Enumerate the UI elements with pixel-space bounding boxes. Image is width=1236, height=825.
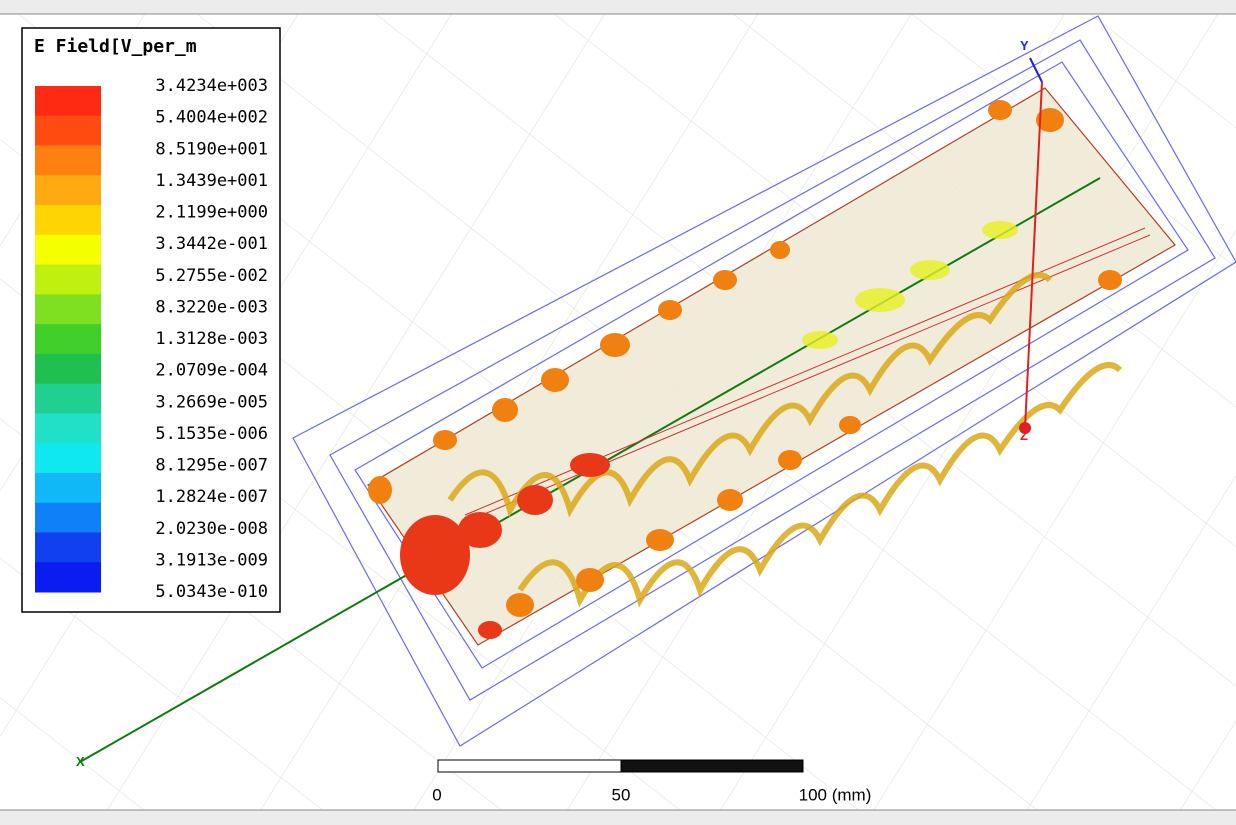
legend-swatch: [35, 265, 101, 295]
legend-swatch: [35, 235, 101, 265]
legend-swatch: [35, 324, 101, 354]
bottom-bar: [0, 810, 1236, 825]
legend-swatch: [35, 116, 101, 146]
scale-bar-black: [621, 760, 803, 772]
legend-label: 5.2755e-002: [155, 266, 268, 286]
legend-label: 5.1535e-006: [155, 424, 268, 444]
legend-label: 5.4004e+002: [155, 108, 268, 128]
legend-label: 5.0343e-010: [155, 582, 268, 602]
legend-label: 3.2669e-005: [155, 392, 268, 412]
viewport: Y Z X E Field[V_per_m 3.4234e+003 5.4004e…: [0, 0, 1236, 825]
legend-swatch: [35, 86, 101, 116]
legend: E Field[V_per_m 3.4234e+003 5.4004e+002 8.…: [22, 28, 280, 612]
legend-swatch: [35, 532, 101, 562]
legend-swatch: [35, 443, 101, 473]
scale-label: 100 (mm): [799, 785, 872, 804]
legend-label: 2.0709e-004: [155, 361, 268, 381]
axis-label: Y: [1020, 38, 1029, 53]
legend-swatch: [35, 354, 101, 384]
legend-title: E Field[V_per_m: [34, 36, 197, 57]
legend-label: 1.3128e-003: [155, 329, 268, 349]
legend-swatch: [35, 294, 101, 324]
legend-label: 3.1913e-009: [155, 550, 268, 570]
scale-label: 0: [432, 785, 441, 804]
legend-label: 8.3220e-003: [155, 297, 268, 317]
legend-swatch: [35, 384, 101, 414]
legend-label: 2.1199e+000: [155, 203, 268, 223]
axis-label: X: [76, 754, 85, 769]
legend-label: 8.1295e-007: [155, 456, 268, 476]
legend-swatch: [35, 473, 101, 503]
scale-bar-white: [438, 760, 621, 772]
legend-swatch: [35, 146, 101, 176]
legend-label: 1.2824e-007: [155, 487, 268, 507]
legend-label: 1.3439e+001: [155, 171, 268, 191]
legend-swatch: [35, 562, 101, 592]
top-bar: [0, 0, 1236, 14]
legend-label: 3.4234e+003: [155, 76, 268, 96]
scale-label: 50: [612, 785, 631, 804]
legend-swatch: [35, 413, 101, 443]
page: {"legend": {"title": "E Field[V_per_m", …: [0, 0, 1236, 825]
legend-label: 3.3442e-001: [155, 234, 268, 254]
legend-swatch: [35, 175, 101, 205]
legend-swatch: [35, 205, 101, 235]
legend-label: 8.5190e+001: [155, 139, 268, 159]
axis-label: Z: [1020, 428, 1028, 443]
legend-swatch: [35, 503, 101, 533]
legend-label: 2.0230e-008: [155, 519, 268, 539]
